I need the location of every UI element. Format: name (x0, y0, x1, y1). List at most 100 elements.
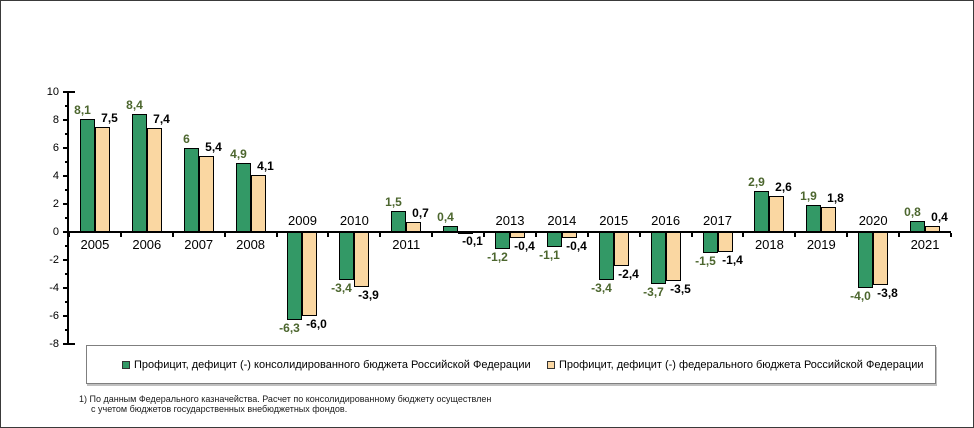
legend: Профицит, дефицит (-) консолидированного… (86, 345, 936, 384)
x-axis-label: 2013 (495, 213, 525, 228)
y-axis-tick (65, 301, 68, 303)
x-axis-tick (950, 233, 952, 237)
bar (236, 163, 251, 232)
x-axis-label: 2006 (132, 237, 162, 252)
value-label: 0,4 (437, 210, 454, 225)
x-axis-tick (431, 233, 433, 237)
value-label: 7,5 (101, 111, 118, 125)
y-axis-tick (65, 329, 68, 331)
y-axis-label: 2 (52, 198, 59, 210)
x-axis-tick (639, 233, 641, 237)
y-axis-top-serif (67, 91, 75, 93)
value-label: -1,1 (539, 248, 560, 263)
value-label: -3,9 (358, 287, 379, 302)
footnote-line-2: с учетом бюджетов государственных внебюд… (91, 404, 348, 414)
y-axis-label: 8 (52, 114, 59, 126)
bar (754, 191, 769, 232)
bar (287, 232, 302, 321)
value-label: -0,1 (462, 234, 483, 249)
x-axis-tick (898, 233, 900, 237)
y-axis-tick (63, 91, 68, 93)
bar (806, 205, 821, 232)
bar (858, 232, 873, 288)
bar (614, 232, 629, 266)
y-axis-tick (63, 119, 68, 121)
bar (821, 206, 836, 232)
y-axis-label: 10 (46, 86, 59, 98)
value-label: 8,1 (74, 102, 91, 117)
value-label: 7,4 (153, 112, 170, 127)
y-axis-tick (65, 133, 68, 135)
value-label: -3,5 (670, 282, 691, 296)
bar (95, 127, 110, 232)
bar (147, 128, 162, 232)
x-axis-tick (120, 233, 122, 237)
y-axis-tick (65, 245, 68, 247)
legend-item-consolidated-budget: Профицит, дефицит (-) консолидированного… (122, 346, 531, 383)
value-label: -1,2 (487, 249, 508, 264)
y-axis-label: 4 (52, 170, 59, 182)
y-axis-label: 6 (52, 142, 59, 154)
x-axis-tick (276, 233, 278, 237)
x-axis-tick (742, 233, 744, 237)
value-label: 5,4 (205, 140, 222, 155)
bar (354, 232, 369, 287)
x-axis-label: 2009 (288, 213, 317, 228)
y-axis-tick (63, 343, 68, 345)
bar (199, 156, 214, 232)
footnote-line-1: 1) По данным Федерального казначейства. … (79, 394, 492, 404)
y-axis-tick (63, 203, 68, 205)
y-axis-tick (65, 217, 68, 219)
y-axis-label: -8 (49, 338, 59, 350)
x-axis-label: 2018 (754, 237, 784, 252)
bar (651, 232, 666, 284)
y-axis-label: -6 (49, 310, 59, 322)
value-label: -1,4 (722, 252, 743, 267)
value-label: -2,4 (618, 266, 639, 281)
bar (80, 118, 95, 232)
value-label: -0,4 (514, 238, 535, 253)
value-label: 2,9 (748, 175, 765, 190)
legend-swatch-consolidated-icon (122, 360, 130, 369)
value-label: -0,4 (566, 238, 587, 253)
x-axis-tick (379, 233, 381, 237)
value-label: 1,8 (827, 190, 844, 205)
value-label: -3,4 (331, 280, 352, 295)
value-label: 0,4 (931, 210, 948, 225)
x-axis-label: 2017 (703, 213, 732, 228)
value-label: -4,0 (850, 289, 871, 303)
legend-swatch-federal-icon (547, 360, 555, 369)
x-axis-label: 2015 (599, 213, 629, 228)
x-axis-tick (535, 233, 537, 237)
legend-label-federal: Профицит, дефицит (-) федерального бюдже… (559, 358, 924, 371)
footnote: 1) По данным Федерального казначейства. … (79, 394, 491, 414)
value-label: -6,3 (279, 321, 300, 336)
bar (769, 195, 784, 232)
x-axis-tick (691, 233, 693, 237)
value-label: 1,5 (385, 195, 402, 209)
value-label: 4,1 (257, 158, 274, 173)
value-label: 1,9 (800, 189, 817, 204)
value-label: 2,6 (775, 179, 792, 194)
bar (132, 114, 147, 232)
bar (666, 232, 681, 281)
legend-label-consolidated: Профицит, дефицит (-) консолидированного… (134, 358, 531, 371)
x-axis-label: 2007 (184, 237, 214, 252)
x-axis-label: 2020 (858, 213, 888, 228)
value-label: 6 (183, 132, 190, 146)
value-label: 8,4 (126, 98, 143, 113)
bar (718, 232, 733, 252)
bar (302, 232, 317, 316)
x-axis-tick (587, 233, 589, 237)
value-label: -3,8 (877, 286, 898, 301)
x-axis-label: 2014 (547, 213, 577, 228)
bar (184, 148, 199, 232)
value-label: -3,7 (643, 284, 664, 299)
x-axis-label: 2005 (80, 237, 110, 252)
y-axis-label: -2 (49, 254, 59, 266)
x-axis-label: 2016 (651, 213, 681, 228)
x-axis-tick (846, 233, 848, 237)
value-label: 4,9 (230, 147, 247, 162)
